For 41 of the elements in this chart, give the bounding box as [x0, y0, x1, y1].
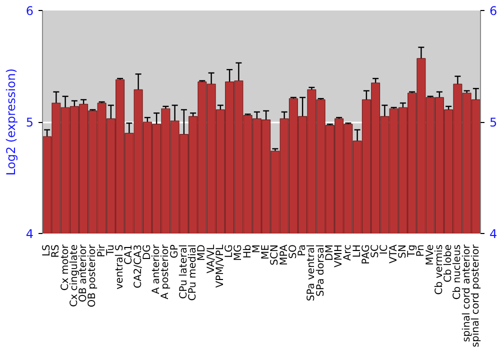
- x-tick-label: Pa: [297, 244, 308, 256]
- x-tick-label: spinal cord posterior: [470, 244, 482, 348]
- x-tick-label: Tu: [105, 244, 116, 256]
- x-tick-label: VA/VL: [206, 244, 217, 274]
- x-tick-label: GP: [169, 244, 180, 258]
- x-tick-label: DG: [142, 244, 153, 260]
- x-tick-label: MD: [196, 244, 208, 261]
- x-tick-label: MPA: [278, 244, 290, 266]
- x-tick-label: IC: [379, 244, 390, 254]
- x-tick-label: Pir: [96, 244, 108, 258]
- x-tick-label: Cb lobe: [443, 244, 454, 282]
- x-tick-label: spinal cord anterior: [461, 244, 472, 342]
- y2-tick-label: 6: [490, 4, 498, 18]
- x-tick-label: CA2/CA3: [132, 244, 144, 288]
- y-tick-label: 6: [26, 4, 34, 18]
- x-tick-label: M: [251, 244, 262, 254]
- x-tick-label: VTA: [388, 244, 400, 264]
- x-tick-label: Pn: [416, 244, 427, 257]
- x-tick-label: SN: [397, 244, 408, 258]
- y2-tick-label: 5: [490, 116, 498, 130]
- x-tick-label: DM: [324, 244, 336, 261]
- x-tick-label: Cx cingulate: [68, 244, 80, 307]
- x-tick-label: LH: [352, 244, 363, 258]
- y-tick-label: 5: [26, 116, 34, 130]
- x-tick-label: VPM/VPL: [214, 244, 226, 288]
- x-tick-label: PAG: [360, 244, 372, 264]
- x-tick-label: Cb nucleus: [452, 244, 464, 300]
- x-tick-label: CA1: [124, 244, 135, 265]
- x-tick-label: SPa dorsal: [315, 244, 326, 296]
- x-tick-label: Tg: [406, 244, 418, 258]
- y-tick-label: 4: [26, 227, 34, 241]
- x-tick-label: SO: [288, 244, 299, 259]
- x-tick-label: Hb: [242, 244, 254, 258]
- x-tick-label: OB posterior: [87, 244, 98, 308]
- y-axis-title: Log2 (expression): [4, 68, 18, 176]
- x-tick-label: RS: [50, 244, 62, 258]
- x-tick-label: A posterior: [160, 244, 172, 300]
- y2-tick-label: 4: [490, 227, 498, 241]
- x-tick-label: Arc: [342, 244, 354, 261]
- x-tick-label: MVe: [424, 244, 436, 266]
- x-tick-label: SCN: [270, 244, 281, 266]
